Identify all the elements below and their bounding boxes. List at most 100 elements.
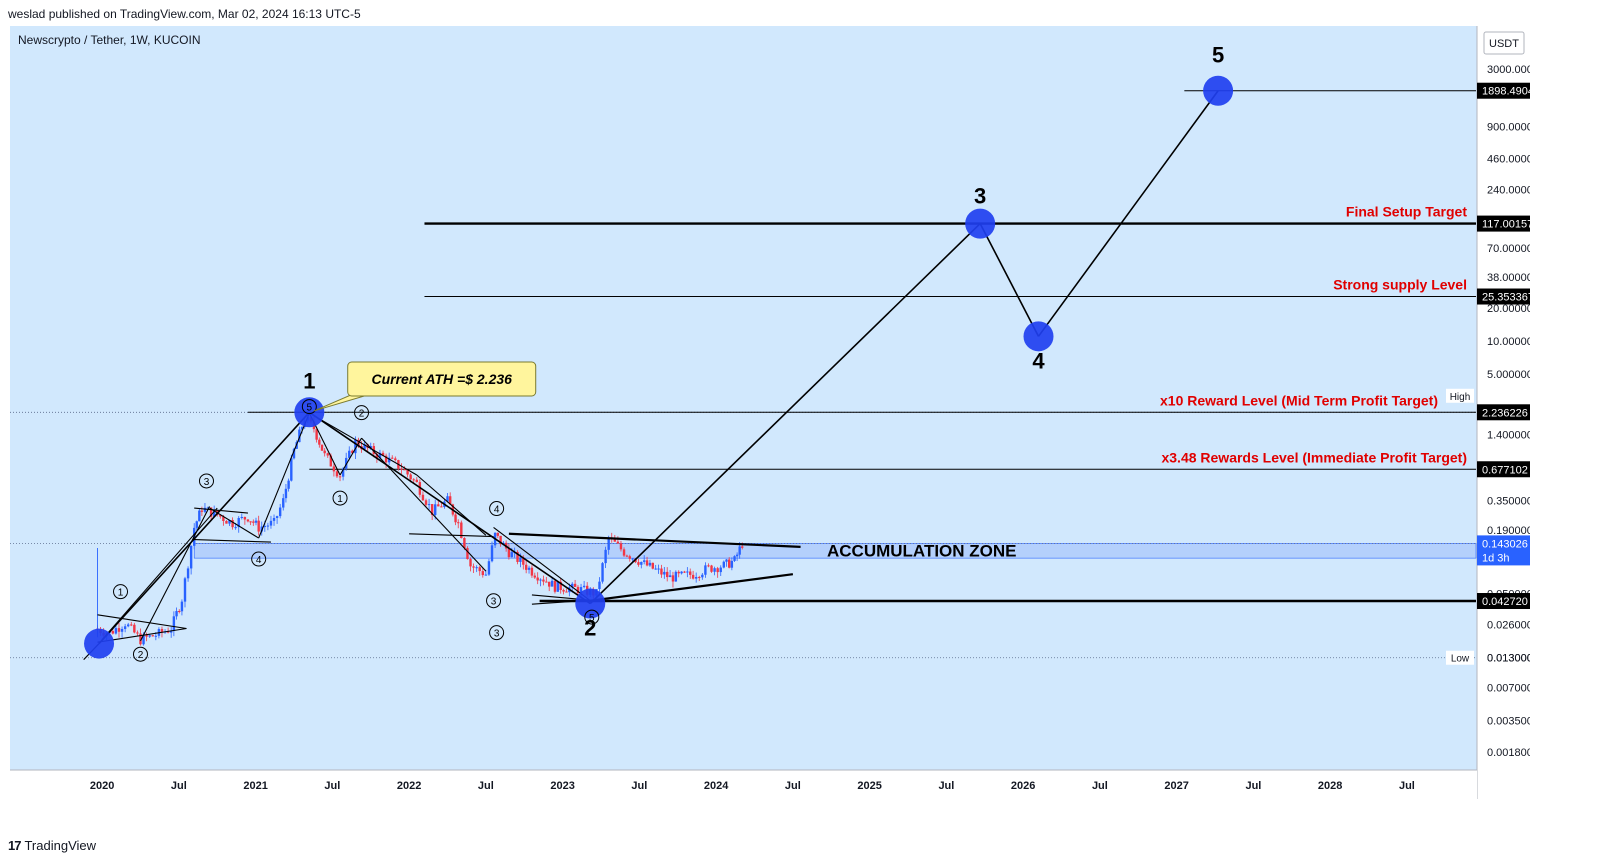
candle-body-98 [387,457,391,463]
pattern-trendline-12 [258,412,310,539]
candle-body-217 [738,546,741,555]
chart-area[interactable]: 1 2 3 4 5 1 2 3 4 5 1 2 4 3 3 5 Current ATH =$ 2.236 Fina… [10,26,1530,799]
candle-body-152 [547,581,551,587]
candle-body-205 [704,565,707,575]
candle-body-125 [469,559,472,567]
candle-body-145 [527,567,531,570]
price-tick-11: 1.400000 [1487,430,1530,442]
candle-body-198 [683,571,686,573]
candle-body-44 [228,519,231,524]
subwave-ring-5 [332,490,348,506]
wave-path-segment-0 [98,411,310,645]
candle-body-8 [120,628,124,632]
candle-body-49 [243,516,247,520]
candle-body-56 [263,526,267,528]
bar-countdown-text: 1d 3h [1482,552,1510,564]
candle-body-38 [209,507,213,517]
candle-body-51 [249,521,252,523]
candle-body-162 [576,586,580,594]
candle-body-141 [516,551,519,562]
candle-body-189 [657,568,660,570]
candle-body-47 [237,517,240,528]
candle-body-86 [351,450,354,454]
candle-body-117 [446,496,449,502]
candle-body-60 [275,516,279,518]
wave-path-segment-2 [589,223,981,605]
candle-body-36 [203,507,207,512]
price-tick-0: 3000.000000 [1487,64,1530,76]
price-level-tag-text-2: 25.353367 [1482,292,1530,304]
time-tick-13: Jul [1092,780,1108,792]
candle-body-94 [375,453,379,458]
wave-path-segment-1 [308,411,591,605]
candle-body-5 [111,631,115,634]
price-tick-12: 0.350000 [1487,496,1530,508]
accumulation-zone-label: ACCUMULATION ZONE [827,542,1017,561]
subwave-ring-1 [132,646,148,662]
time-tick-9: Jul [785,780,801,792]
candle-body-182 [637,562,640,565]
candle-body-191 [663,571,666,575]
candle-body-29 [183,578,187,602]
candle-body-110 [424,500,428,505]
candle-body-57 [266,525,270,527]
candle-body-25 [172,616,176,631]
candle-body-204 [701,574,704,578]
time-tick-0: 2020 [90,780,114,792]
candle-body-83 [341,468,345,477]
price-level-tag-3 [1477,404,1530,421]
candle-body-210 [719,567,722,573]
subwave-label-9: 3 [494,629,500,640]
candle-body-87 [354,439,357,454]
candle-body-63 [284,488,288,499]
strong-supply-label: Strong supply Level [1333,277,1467,293]
price-level-tag-2 [1477,288,1530,305]
candle-body-42 [222,516,225,521]
subwave-ring-3 [251,551,267,567]
candle-body-206 [707,565,710,567]
candle-body-84 [344,457,348,469]
wave-point-circle-3 [965,208,996,239]
candle-body-112 [430,504,434,515]
candle-body-202 [694,576,698,579]
candle-body-195 [674,571,678,582]
price-tick-3: 240.000000 [1487,184,1530,196]
time-tick-16: 2028 [1318,780,1342,792]
wave-point-circle-4 [1023,321,1054,352]
subwave-label-3: 4 [256,555,262,566]
time-tick-2: 2021 [243,780,267,792]
pattern-trendline-2 [194,507,248,514]
candle-body-183 [640,561,643,565]
candle-body-122 [460,522,463,539]
candle-body-214 [730,560,734,568]
candle-body-188 [654,568,657,570]
time-tick-10: 2025 [857,780,881,792]
tradingview-logo[interactable]: 17 TradingView [8,838,96,853]
candle-body-59 [272,517,276,521]
subwave-label-10: 5 [589,613,595,624]
candle-body-124 [466,548,469,560]
high-marker-text: High [1450,392,1471,403]
candle-body-126 [472,566,475,568]
candle-body-35 [200,510,204,512]
wave-path-segment-3 [979,223,1040,337]
candle-body-15 [142,634,145,645]
candle-body-107 [415,479,418,483]
subwave-label-5: 1 [337,494,343,505]
tradingview-mark-icon: 17 [8,838,22,853]
subwave-ring-9 [489,625,505,641]
candle-body-154 [553,580,557,592]
candle-body-9 [123,626,127,629]
low-marker-text: Low [1451,654,1470,665]
subwave-ring-4 [301,399,317,415]
price-tick-9: 5.000000 [1487,369,1530,381]
candle-body-45 [231,519,234,528]
candle-body-171 [604,549,607,564]
candle-body-46 [234,527,237,529]
pattern-trendline-14 [339,437,363,476]
ath-callout-box [347,361,537,397]
candle-body-193 [668,575,672,578]
candle-body-200 [689,571,692,575]
time-tick-8: 2024 [704,780,729,792]
